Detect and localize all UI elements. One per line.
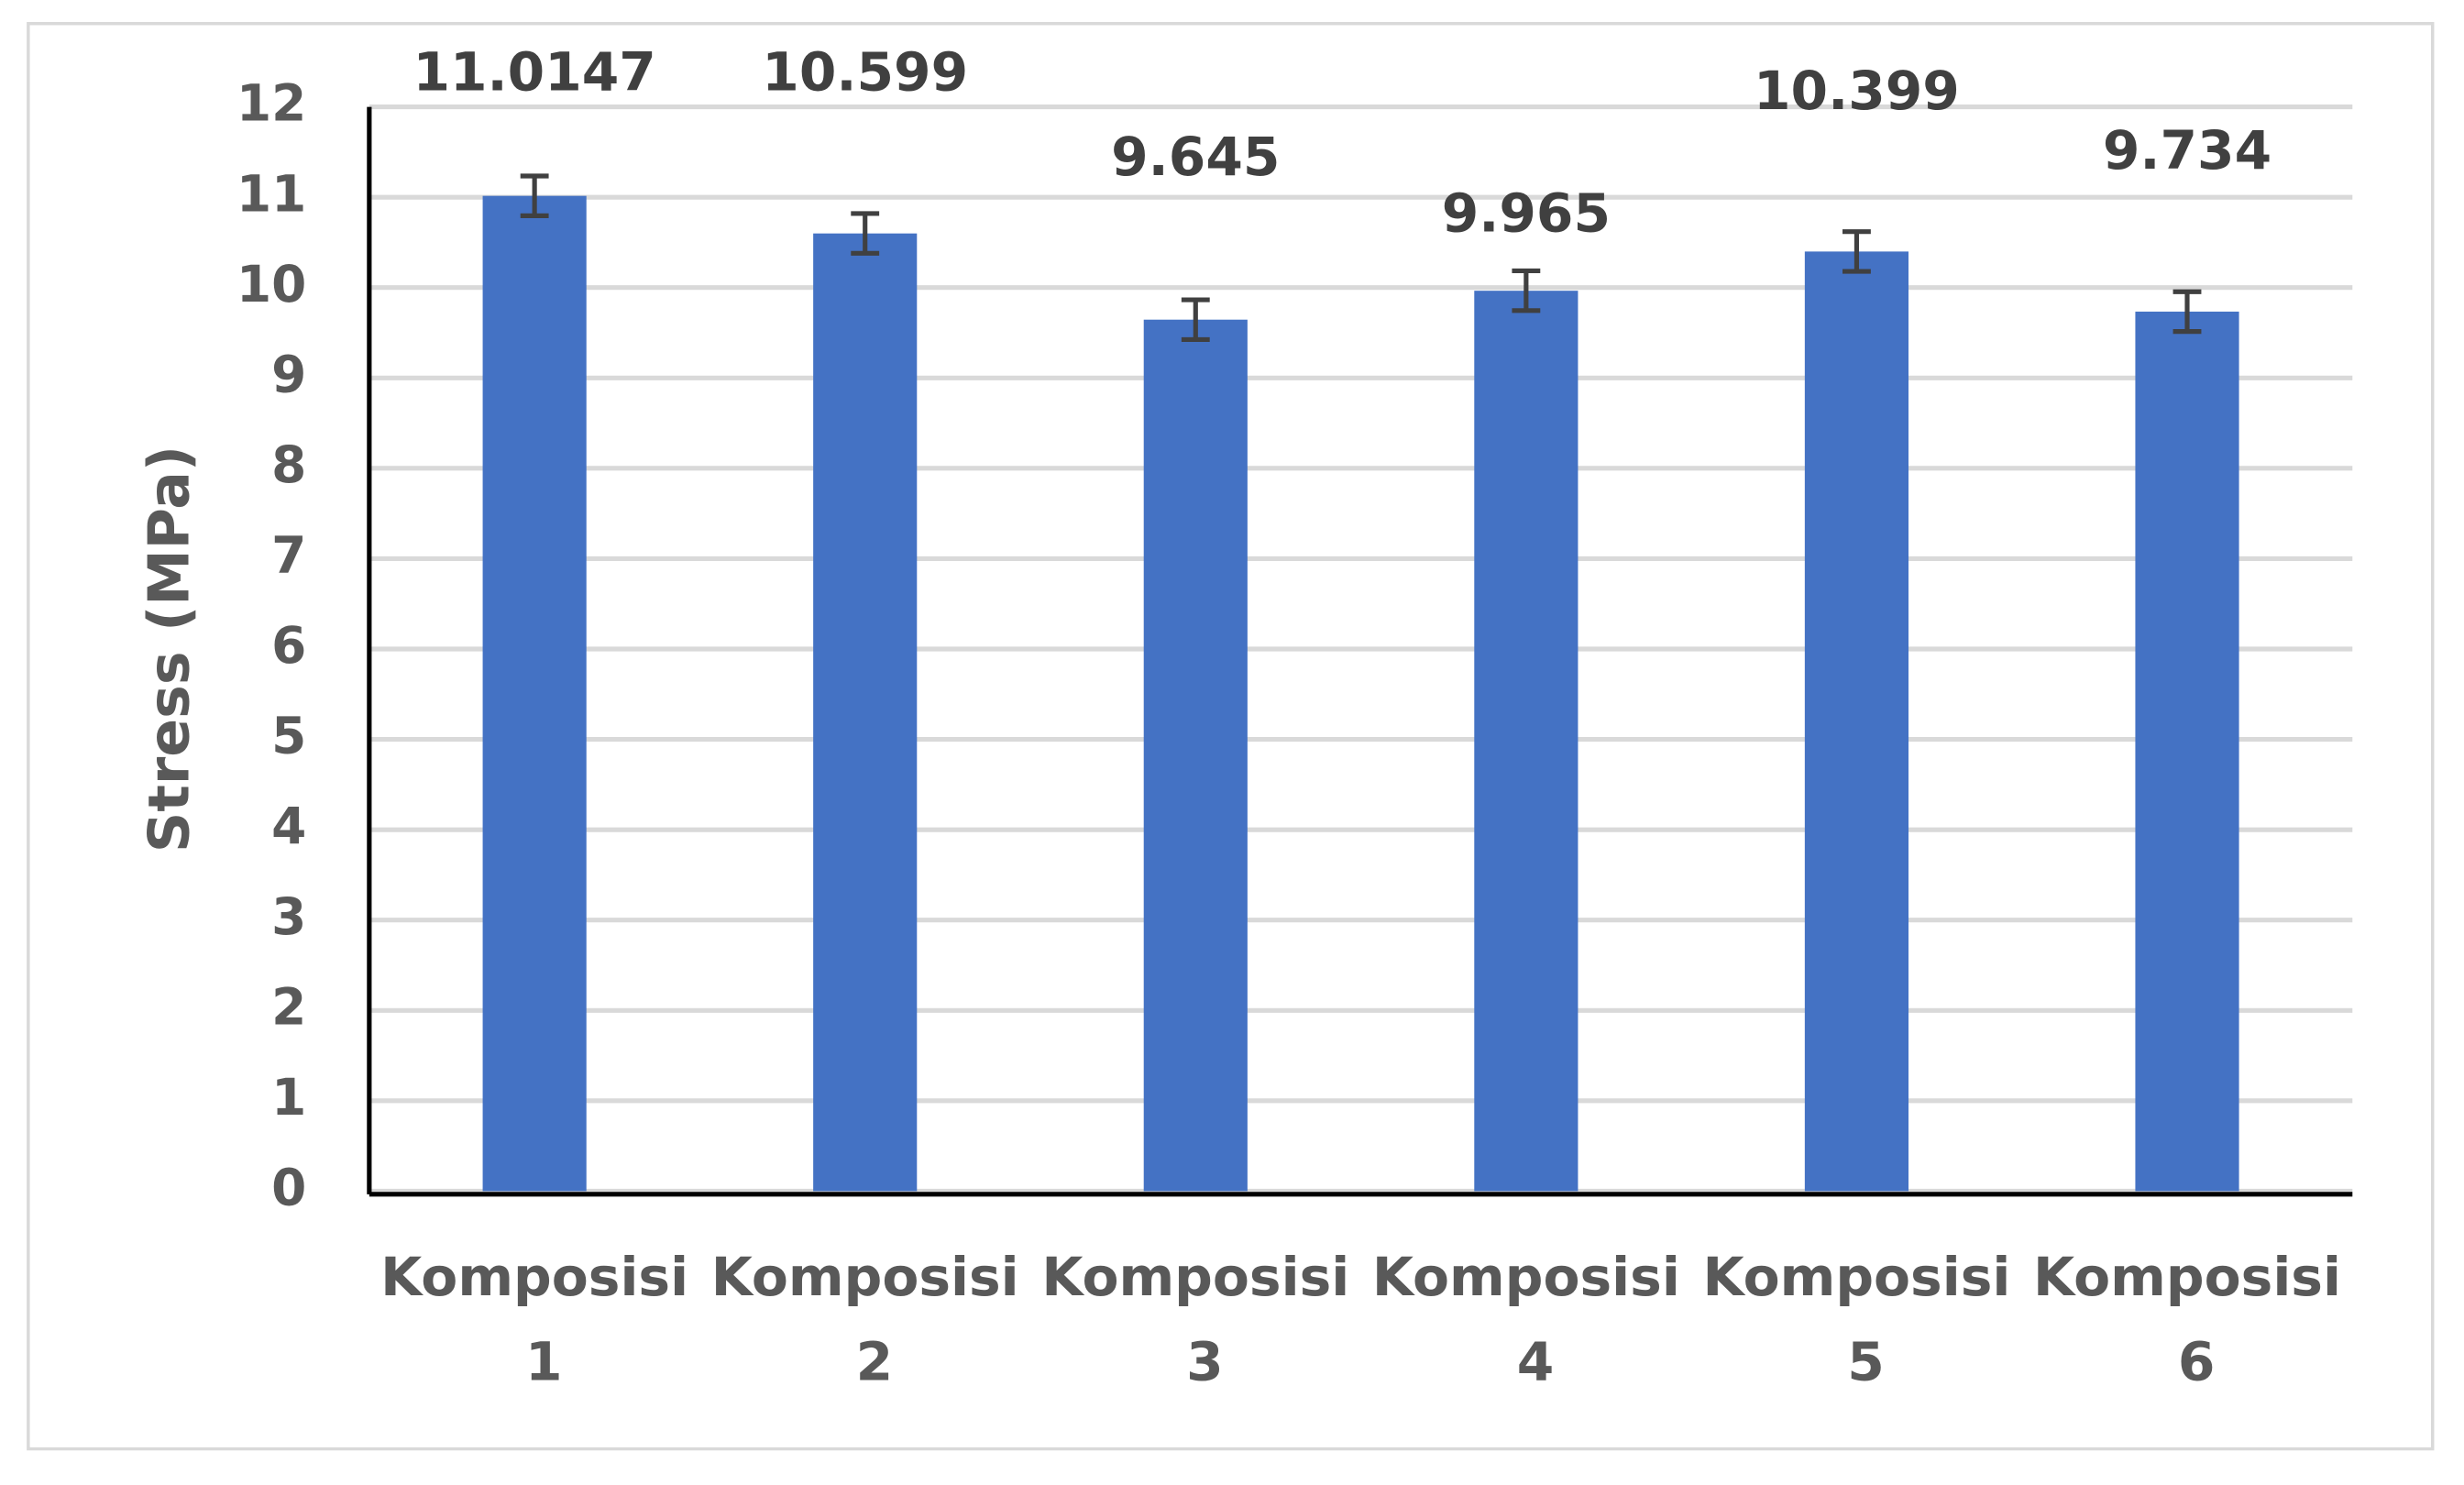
error-bar [520, 173, 549, 218]
y-tick-label: 2 [271, 977, 306, 1036]
x-tick-label-line: Komposisi [1041, 1246, 1349, 1308]
bar [1143, 319, 1248, 1192]
bar [2135, 311, 2239, 1192]
y-tick-label: 6 [271, 616, 306, 675]
error-bar [1512, 268, 1541, 314]
y-tick-label: 8 [271, 435, 306, 494]
error-bar [1842, 229, 1871, 274]
x-tick-label-line: 6 [2160, 1331, 2216, 1393]
x-tick-label-line: Komposisi [2033, 1246, 2341, 1308]
x-tick-label: Komposisi 4 [1372, 1246, 1680, 1393]
bar [482, 195, 587, 1192]
y-tick-label: 3 [271, 887, 306, 946]
x-tick-label-line: Komposisi [1702, 1246, 2010, 1308]
y-tick-label: 0 [271, 1159, 306, 1217]
y-tick-label: 12 [236, 74, 306, 133]
bar [813, 233, 918, 1192]
x-tick-label-line: Komposisi [380, 1246, 688, 1308]
data-label: 11.0147 [412, 40, 655, 103]
bar [1474, 291, 1578, 1192]
x-tick-label: Komposisi 3 [1041, 1246, 1349, 1393]
x-tick-label-line: Komposisi [1372, 1246, 1680, 1308]
y-tick-label: 5 [271, 707, 306, 765]
data-label: 9.965 [1442, 182, 1611, 245]
x-tick-label-line: 3 [1168, 1331, 1224, 1393]
x-tick-label-line: 1 [507, 1331, 563, 1393]
x-tick-label: Komposisi 2 [711, 1246, 1019, 1393]
x-tick-label: Komposisi 1 [380, 1246, 688, 1393]
y-tick-label: 10 [236, 255, 306, 314]
y-axis-title: Stress (MPa) [137, 446, 203, 852]
x-tick-label: Komposisi 6 [2033, 1246, 2341, 1393]
bar [1804, 251, 1908, 1192]
x-tick-label-line: 5 [1829, 1331, 1885, 1393]
y-tick-label: 7 [271, 526, 306, 585]
data-label: 10.599 [762, 40, 968, 103]
error-bar [1181, 297, 1210, 342]
y-tick-label: 9 [271, 345, 306, 403]
error-bar [851, 211, 880, 256]
x-tick-label-line: 4 [1498, 1331, 1554, 1393]
y-tick-label: 11 [236, 164, 306, 223]
data-label: 9.645 [1111, 126, 1280, 188]
x-tick-label-line: Komposisi [711, 1246, 1019, 1308]
data-label: 10.399 [1754, 60, 1960, 122]
y-tick-label: 4 [271, 797, 306, 855]
x-tick-label-line: 2 [837, 1331, 893, 1393]
error-bar [2172, 289, 2202, 335]
x-tick-label: Komposisi 5 [1702, 1246, 2010, 1393]
y-tick-label: 1 [271, 1068, 306, 1127]
data-label: 9.734 [2103, 119, 2272, 182]
